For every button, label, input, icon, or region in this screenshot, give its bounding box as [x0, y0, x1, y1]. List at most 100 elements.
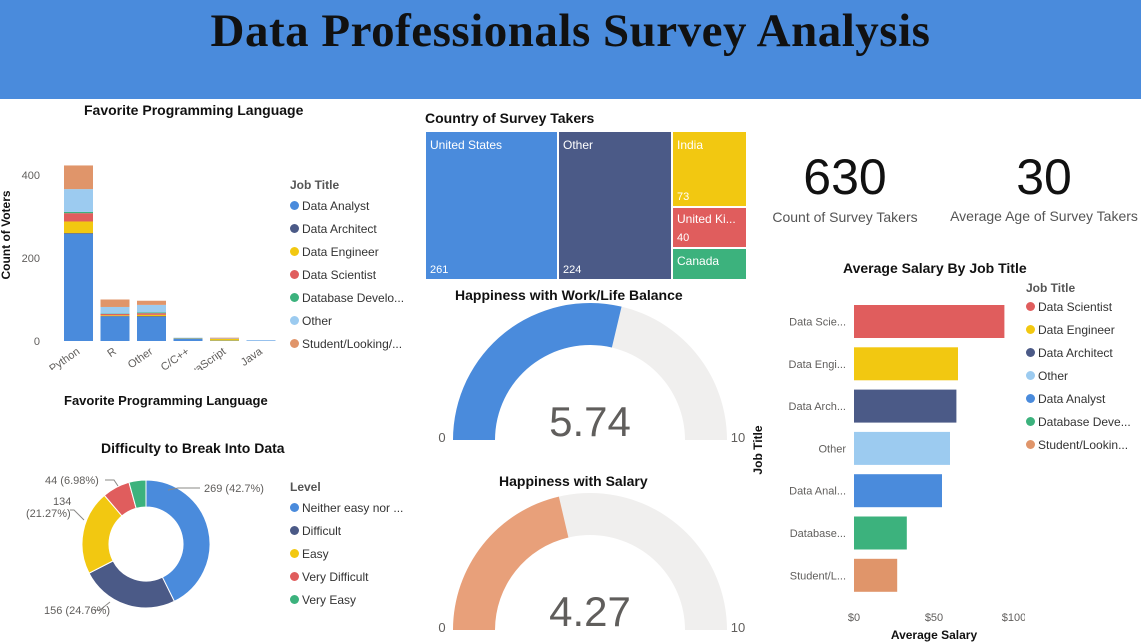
treemap-cell-united-states[interactable]: United States 261	[425, 131, 558, 280]
legend-label: Data Scientist	[1038, 299, 1113, 314]
treemap-cell-value: 261	[430, 264, 449, 276]
y-tick-label: Data Scie...	[789, 317, 846, 329]
legend-item[interactable]: Data Engineer	[290, 240, 404, 263]
data-label: 134	[53, 496, 71, 508]
fav-lang-legend: Job Title Data Analyst Data Architect Da…	[290, 178, 404, 355]
treemap-cell-united-kingdom[interactable]: United Ki... 40	[672, 207, 747, 248]
bar-segment	[210, 338, 239, 341]
country-title: Country of Survey Takers	[425, 110, 595, 126]
page-title: Data Professionals Survey Analysis	[210, 5, 931, 57]
gauge-value: 4.27	[549, 588, 631, 635]
treemap-cell-canada[interactable]: Canada	[672, 248, 747, 280]
gauge-value: 5.74	[549, 398, 631, 445]
legend-dot	[1026, 302, 1035, 311]
kpi-age-value: 30	[1016, 149, 1072, 205]
bar-segment	[137, 316, 166, 317]
treemap-cell-name: Other	[563, 138, 594, 152]
treemap-cell-value: 224	[563, 264, 582, 276]
salary-title: Average Salary By Job Title	[843, 260, 1027, 276]
salary-bar	[854, 347, 958, 381]
bar-segment	[137, 304, 166, 313]
legend-label: Data Engineer	[302, 244, 379, 259]
bar-segment	[137, 313, 166, 315]
legend-label: Neither easy nor ...	[302, 500, 404, 515]
y-tick-label: Student/L...	[790, 570, 846, 582]
donut-slice	[128, 479, 147, 509]
legend-item[interactable]: Data Scientist	[1026, 295, 1131, 318]
treemap-cell-name: Canada	[677, 254, 720, 268]
legend-item[interactable]: Data Scientist	[290, 263, 404, 286]
gauge-fill	[453, 496, 569, 630]
legend-dot	[290, 270, 299, 279]
fav-lang-chart: 0 200 400 Count of Voters Python R Other C/C++ J…	[0, 165, 276, 370]
bar-segment	[64, 233, 93, 341]
gauge-min-label: 0	[438, 430, 445, 445]
legend-item[interactable]: Data Analyst	[1026, 387, 1131, 410]
gauge-max-label: 10	[731, 620, 745, 635]
gauge-fill	[453, 302, 622, 440]
country-treemap: United States 261 Other 224 India 73 Uni…	[425, 131, 747, 280]
bar-segment	[173, 338, 203, 341]
legend-label: Very Difficult	[302, 569, 369, 584]
x-tick-label: Other	[126, 345, 156, 370]
legend-item[interactable]: Neither easy nor ...	[290, 496, 403, 519]
x-tick-label: C/C++	[159, 346, 192, 370]
bar-segment	[100, 315, 130, 317]
salary-bar	[854, 389, 957, 423]
legend-item[interactable]: Easy	[290, 542, 403, 565]
legend-item[interactable]: Other	[290, 309, 404, 332]
legend-label: Data Engineer	[1038, 322, 1115, 337]
salary-bar	[854, 431, 950, 465]
legend-item[interactable]: Data Architect	[1026, 341, 1131, 364]
legend-item[interactable]: Database Deve...	[1026, 410, 1131, 433]
treemap-cell-other[interactable]: Other 224	[558, 131, 672, 280]
legend-item[interactable]: Data Architect	[290, 217, 404, 240]
fav-lang-ylabel: Count of Voters	[0, 190, 13, 279]
x-tick-label: Python	[47, 346, 82, 370]
bar-segment	[137, 316, 166, 341]
legend-dot	[290, 316, 299, 325]
bar-segment	[64, 165, 93, 190]
salary-ylabel: Job Title	[751, 425, 765, 474]
salary-legend-title: Job Title	[1026, 281, 1076, 295]
treemap-cell-india[interactable]: India 73	[672, 131, 747, 207]
y-tick-label: 400	[22, 170, 40, 182]
legend-item[interactable]: Database Develo...	[290, 286, 404, 309]
treemap-cell-value: 73	[677, 191, 690, 203]
legend-item[interactable]: Data Analyst	[290, 194, 404, 217]
donut-slice	[145, 479, 211, 603]
legend-item[interactable]: Difficult	[290, 519, 403, 542]
y-tick-label: Database...	[790, 528, 846, 540]
gauge-max-label: 10	[731, 430, 745, 445]
legend-dot	[1026, 394, 1035, 403]
legend-dot	[290, 572, 299, 581]
legend-item[interactable]: Data Engineer	[1026, 318, 1131, 341]
legend-label: Difficult	[302, 523, 342, 538]
legend-item[interactable]: Very Easy	[290, 588, 403, 611]
fav-lang-legend-title: Job Title	[290, 178, 340, 192]
legend-label: Very Easy	[302, 592, 357, 607]
salary-bar	[854, 558, 898, 592]
legend-label: Data Architect	[1038, 345, 1113, 360]
data-label: 269 (42.7%)	[204, 483, 264, 495]
bar-segment	[100, 316, 130, 341]
legend-label: Other	[1038, 368, 1069, 383]
bar-segment	[100, 299, 130, 307]
legend-item[interactable]: Student/Lookin...	[1026, 433, 1131, 456]
legend-dot	[290, 339, 299, 348]
gauge-salary: 4.27 0 10	[438, 493, 745, 635]
data-label: 156 (24.76%)	[44, 605, 110, 617]
legend-item[interactable]: Student/Looking/...	[290, 332, 404, 355]
fav-lang-title: Favorite Programming Language	[84, 102, 304, 118]
legend-dot	[1026, 348, 1035, 357]
bar-segment	[64, 221, 93, 234]
legend-item[interactable]: Other	[1026, 364, 1131, 387]
bar-segment	[64, 233, 93, 234]
legend-label: Database Develo...	[302, 290, 405, 305]
treemap-cell-name: India	[677, 138, 704, 152]
legend-item[interactable]: Very Difficult	[290, 565, 403, 588]
legend-dot	[1026, 325, 1035, 334]
fav-lang-xlabel: Favorite Programming Language	[64, 393, 268, 408]
legend-label: Data Architect	[302, 221, 377, 236]
legend-label: Easy	[302, 546, 329, 561]
